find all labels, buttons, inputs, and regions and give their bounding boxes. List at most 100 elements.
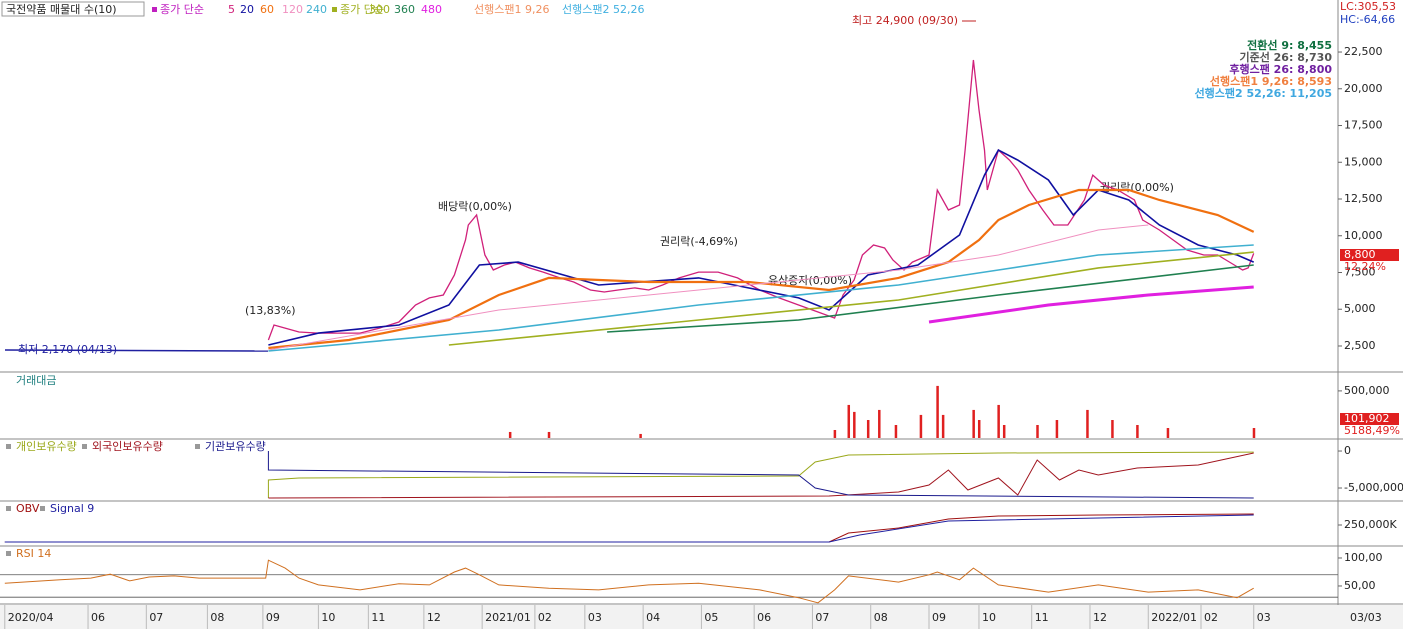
bar — [919, 414, 923, 438]
x-tick-label: 06 — [91, 611, 105, 624]
x-tick-label: 11 — [1035, 611, 1049, 624]
series-line — [4, 513, 1254, 543]
x-tick-label: 2022/01 — [1151, 611, 1197, 624]
y-tick-label: 12,500 — [1344, 192, 1383, 205]
bar — [941, 414, 945, 438]
bar — [894, 425, 898, 438]
x-tick-label: 06 — [757, 611, 771, 624]
series-line — [268, 452, 1254, 499]
legend-swatch — [6, 444, 11, 449]
change-label: 5188,49% — [1344, 424, 1400, 437]
panel-title: 거래대금 — [16, 374, 56, 387]
x-tick-label: 03 — [1257, 611, 1271, 624]
bar — [1055, 420, 1059, 438]
legend-entry: 5 — [228, 3, 235, 16]
x-tick-label: 2020/04 — [8, 611, 54, 624]
bar — [977, 420, 981, 438]
bar — [508, 431, 512, 438]
y-tick-label: 250,000K — [1344, 518, 1397, 531]
series-line — [267, 451, 1254, 499]
bar — [878, 409, 881, 438]
price-tag — [1340, 249, 1399, 261]
series-line — [267, 451, 1254, 498]
legend-swatch — [195, 444, 200, 449]
legend-entry: 외국인보유수량 — [92, 440, 163, 453]
y-tick-label: 10,000 — [1344, 229, 1383, 242]
indicator-value: 기준선 26: 8,730 — [1239, 50, 1332, 64]
price-label: 8,800 — [1344, 248, 1376, 261]
x-tick-label: 09 — [266, 611, 280, 624]
hc-label: HC:-64,66 — [1340, 13, 1395, 26]
indicator-value: 선행스팬2 52,26: 11,205 — [1195, 86, 1332, 100]
x-tick-label: 12 — [1093, 611, 1107, 624]
x-tick-label: 03 — [588, 611, 602, 624]
bar — [972, 409, 975, 438]
legend-swatch — [82, 444, 87, 449]
x-tick-label: 02 — [1204, 611, 1218, 624]
x-tick-label: 07 — [149, 611, 163, 624]
bar — [1252, 428, 1256, 438]
x-tick-label: 08 — [874, 611, 888, 624]
y-tick-label: 100,00 — [1344, 551, 1383, 564]
y-tick-label: 17,500 — [1344, 119, 1383, 132]
bar — [1002, 425, 1006, 438]
series-line — [928, 285, 1254, 324]
legend-swatch — [6, 506, 11, 511]
legend-entry: Signal 9 — [50, 502, 94, 515]
legend-entry: 120 — [282, 3, 303, 16]
series-line — [4, 514, 1254, 543]
legend-entry: 480 — [421, 3, 442, 16]
y-tick-label: 2,500 — [1344, 339, 1376, 352]
series-line — [268, 149, 1255, 346]
y-tick-label: 7,500 — [1344, 265, 1376, 278]
legend-entry: RSI 14 — [16, 547, 51, 560]
bar — [1036, 425, 1039, 438]
series-line — [4, 559, 1254, 604]
series-line — [448, 251, 1254, 346]
bar — [833, 429, 837, 438]
bar — [639, 433, 642, 438]
y-tick-label: 5,000 — [1344, 302, 1376, 315]
legend-entry: 기관보유수량 — [205, 440, 266, 453]
annotation: 권리락(-4,69%) — [660, 235, 738, 248]
x-tick-label: 11 — [371, 611, 385, 624]
x-tick-label: 09 — [932, 611, 946, 624]
value-label: 101,902 — [1344, 412, 1390, 425]
chart-title: 국전약품 매물대 수(10) — [6, 2, 117, 16]
legend-entry: 240 — [306, 3, 327, 16]
bar — [1136, 425, 1139, 438]
legend-entry: 20 — [240, 3, 254, 16]
legend-entry: 60 — [260, 3, 274, 16]
legend-group: 종가 단순 — [340, 3, 384, 16]
indicator-value: 전환선 9: 8,455 — [1247, 38, 1332, 52]
y-tick-label: 20,000 — [1344, 82, 1383, 95]
x-tick-label: 04 — [646, 611, 660, 624]
bar — [547, 431, 551, 438]
bar — [853, 411, 856, 438]
x-tick-label: 10 — [321, 611, 335, 624]
title-box — [1, 1, 145, 17]
indicator-value: 선행스팬1 9,26: 8,593 — [1210, 74, 1332, 88]
x-tick-label: 12 — [427, 611, 441, 624]
legend-swatch — [332, 7, 337, 12]
lc-label: LC:305,53 — [1340, 0, 1396, 13]
bar — [1166, 428, 1170, 438]
bar — [1111, 420, 1114, 438]
bar — [936, 385, 939, 438]
annotation: 최고 24,900 (09/30) — [852, 14, 958, 27]
change-label: 12,24% — [1344, 260, 1386, 273]
bar — [866, 420, 870, 438]
series-line — [607, 264, 1254, 333]
bar — [847, 404, 851, 438]
y-tick-label: 22,500 — [1344, 45, 1383, 58]
annotation-line — [4, 349, 269, 352]
series-line — [268, 188, 1255, 350]
legend-entry: 360 — [394, 3, 415, 16]
annotation: 배당락(0,00%) — [438, 200, 512, 213]
legend-entry: 개인보유수량 — [16, 440, 77, 453]
x-tick-label: 10 — [982, 611, 996, 624]
y-tick-label: 50,00 — [1344, 579, 1376, 592]
y-tick-label: 15,000 — [1344, 155, 1383, 168]
bar — [997, 404, 1000, 438]
